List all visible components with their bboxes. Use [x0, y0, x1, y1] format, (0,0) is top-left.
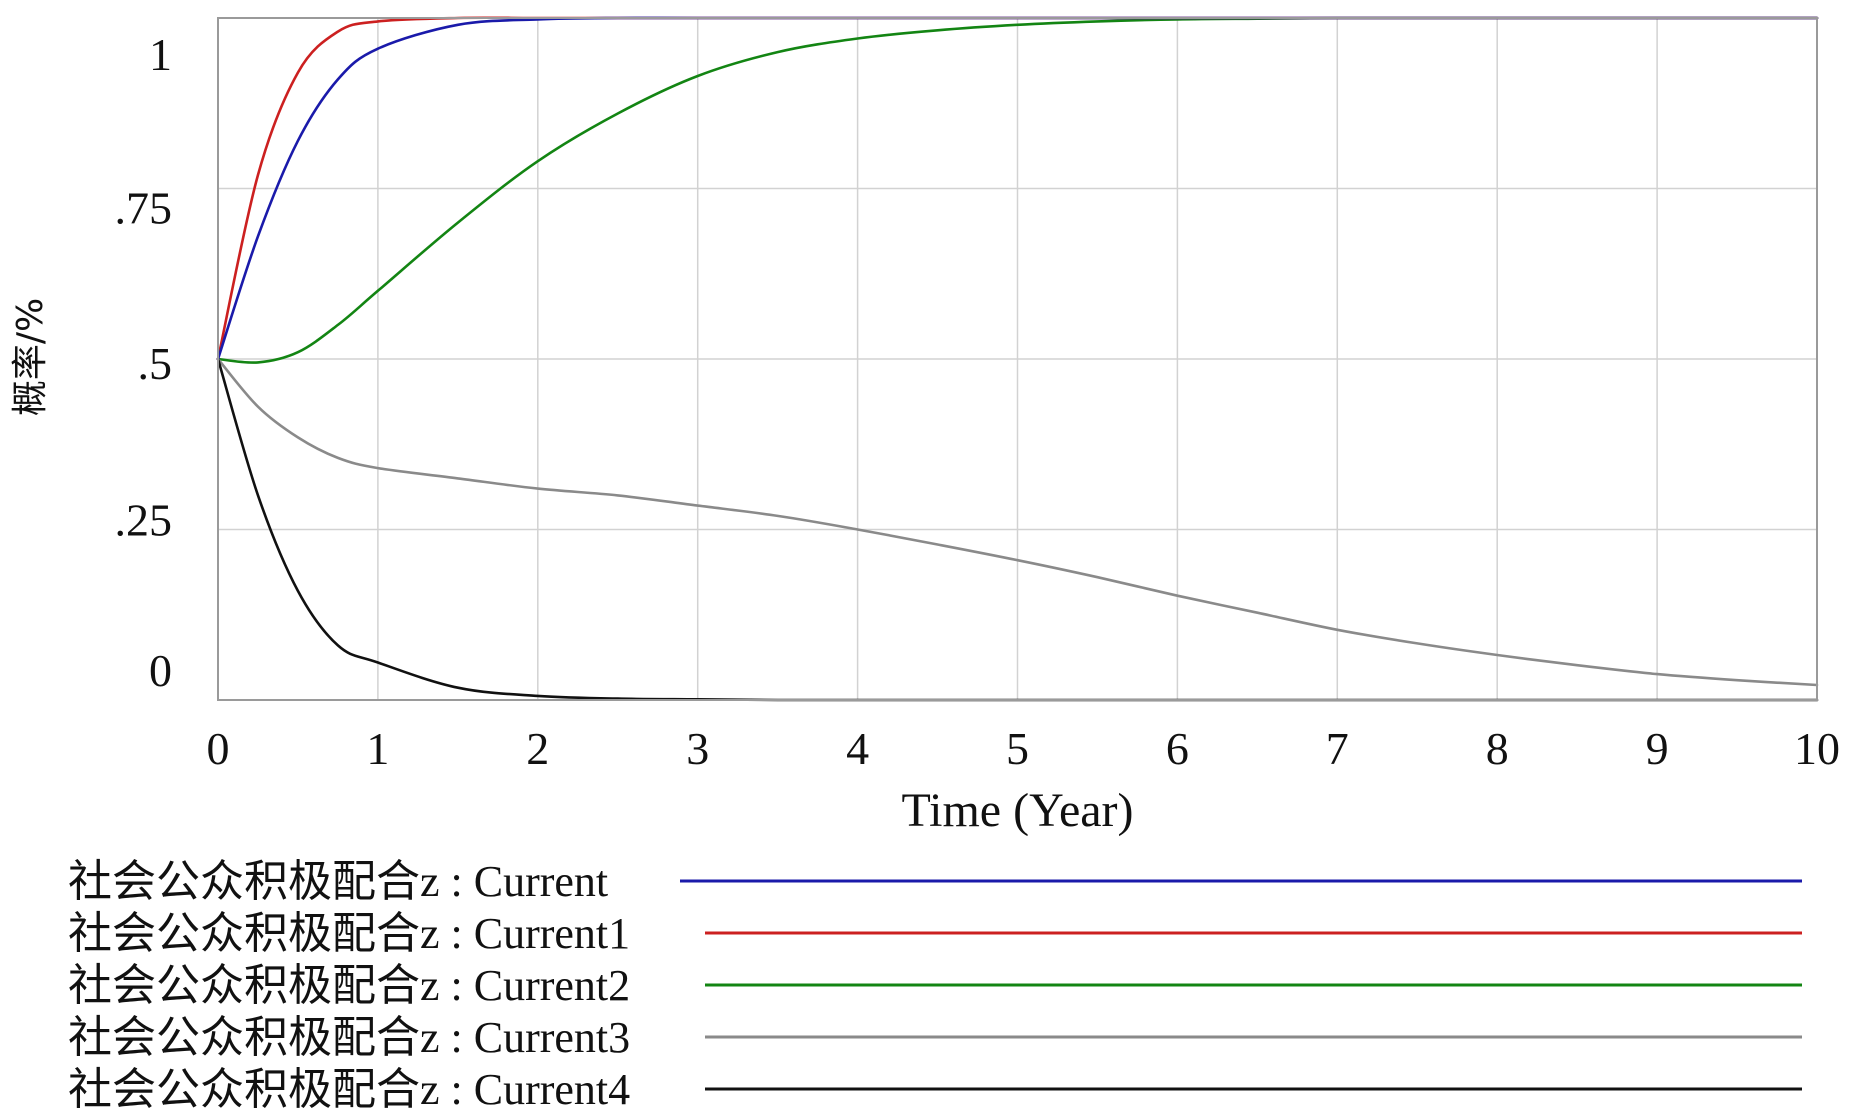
x-tick-label: 3 [686, 723, 709, 774]
legend-label: 社会公众积极配合z : Current4 [68, 1065, 630, 1114]
y-tick-label: .5 [138, 338, 173, 389]
x-tick-label: 7 [1326, 723, 1349, 774]
y-tick-label: .25 [115, 495, 173, 546]
legend-label: 社会公众积极配合z : Current2 [68, 961, 630, 1010]
x-tick-label: 8 [1486, 723, 1509, 774]
y-tick-label: .75 [115, 183, 173, 234]
legend-label: 社会公众积极配合z : Current [68, 857, 608, 906]
x-tick-label: 0 [207, 723, 230, 774]
y-tick-labels: 0 .25 .5 .75 1 [115, 29, 173, 696]
legend-label: 社会公众积极配合z : Current3 [68, 1013, 630, 1062]
x-tick-label: 1 [366, 723, 389, 774]
x-tick-label: 6 [1166, 723, 1189, 774]
x-tick-label: 2 [526, 723, 549, 774]
x-tick-label: 9 [1646, 723, 1669, 774]
x-tick-label: 4 [846, 723, 869, 774]
x-tick-label: 5 [1006, 723, 1029, 774]
y-axis-label: 概率/% [10, 298, 51, 416]
y-tick-label: 0 [149, 645, 172, 696]
legend-label: 社会公众积极配合z : Current1 [68, 909, 630, 958]
x-tick-labels: 0 1 2 3 4 5 6 7 8 9 10 [207, 723, 1841, 774]
grid-layer [217, 17, 1818, 701]
y-tick-label: 1 [149, 29, 172, 80]
series-line-3 [216, 357, 1819, 687]
plot-frame [217, 17, 1818, 701]
x-tick-label: 10 [1794, 723, 1840, 774]
x-axis-label: Time (Year) [901, 784, 1133, 837]
